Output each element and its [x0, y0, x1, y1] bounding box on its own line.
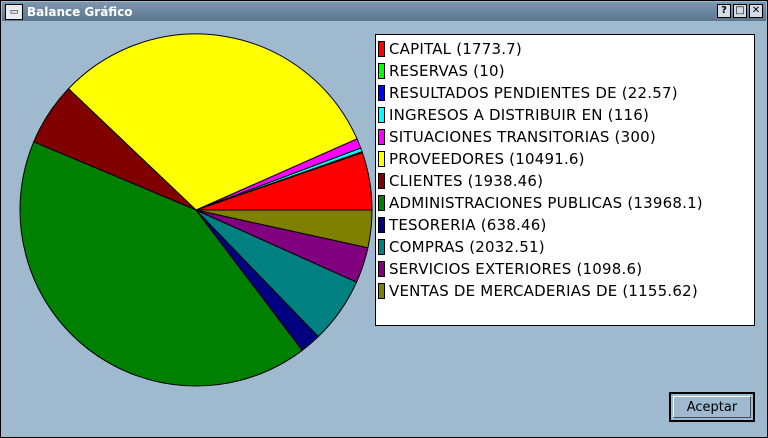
legend-item: SITUACIONES TRANSITORIAS (300) [376, 126, 754, 148]
pie-slice-administraciones-publicas [19, 141, 303, 387]
legend-label: COMPRAS (2032.51) [389, 238, 545, 256]
legend-item: PROVEEDORES (10491.6) [376, 148, 754, 170]
window-title: Balance Gráfico [27, 4, 133, 19]
maximize-button[interactable]: □ [733, 4, 747, 18]
legend-swatch [378, 239, 385, 255]
legend-swatch [378, 107, 385, 123]
legend-label: RESERVAS (10) [389, 62, 505, 80]
pie-chart [19, 33, 373, 387]
legend-swatch [378, 217, 385, 233]
legend-swatch [378, 283, 385, 299]
legend-label: PROVEEDORES (10491.6) [389, 150, 585, 168]
legend-item: CAPITAL (1773.7) [376, 38, 754, 60]
legend-label: INGRESOS A DISTRIBUIR EN (116) [389, 106, 650, 124]
legend-label: SITUACIONES TRANSITORIAS (300) [389, 128, 656, 146]
legend-item: TESORERIA (638.46) [376, 214, 754, 236]
pie-slice-ventas-de-mercaderias-de [195, 209, 373, 249]
legend-swatch [378, 129, 385, 145]
legend-label: SERVICIOS EXTERIORES (1098.6) [389, 260, 643, 278]
title-bar[interactable]: ▭ Balance Gráfico ? □ ✕ [2, 2, 766, 21]
legend-swatch [378, 63, 385, 79]
chart-legend: CAPITAL (1773.7) RESERVAS (10) RESULTADO… [375, 34, 755, 326]
legend-item: RESERVAS (10) [376, 60, 754, 82]
legend-item: RESULTADOS PENDIENTES DE (22.57) [376, 82, 754, 104]
legend-swatch [378, 151, 385, 167]
legend-swatch [378, 261, 385, 277]
legend-label: VENTAS DE MERCADERIAS DE (1155.62) [389, 282, 698, 300]
accept-button-label: Aceptar [673, 396, 751, 418]
legend-item: INGRESOS A DISTRIBUIR EN (116) [376, 104, 754, 126]
legend-item: SERVICIOS EXTERIORES (1098.6) [376, 258, 754, 280]
legend-label: TESORERIA (638.46) [389, 216, 547, 234]
legend-label: CLIENTES (1938.46) [389, 172, 544, 190]
help-button[interactable]: ? [717, 4, 731, 18]
legend-item: ADMINISTRACIONES PUBLICAS (13968.1) [376, 192, 754, 214]
app-icon[interactable]: ▭ [5, 3, 23, 20]
legend-swatch [378, 41, 385, 57]
legend-label: CAPITAL (1773.7) [389, 40, 522, 58]
legend-item: VENTAS DE MERCADERIAS DE (1155.62) [376, 280, 754, 302]
pie-slice-proveedores [67, 33, 358, 211]
legend-label: RESULTADOS PENDIENTES DE (22.57) [389, 84, 678, 102]
legend-label: ADMINISTRACIONES PUBLICAS (13968.1) [389, 194, 703, 212]
client-area: CAPITAL (1773.7) RESERVAS (10) RESULTADO… [5, 24, 763, 432]
legend-item: CLIENTES (1938.46) [376, 170, 754, 192]
legend-swatch [378, 173, 385, 189]
legend-swatch [378, 85, 385, 101]
close-button[interactable]: ✕ [749, 4, 763, 18]
legend-item: COMPRAS (2032.51) [376, 236, 754, 258]
legend-swatch [378, 195, 385, 211]
accept-button[interactable]: Aceptar [669, 392, 755, 422]
